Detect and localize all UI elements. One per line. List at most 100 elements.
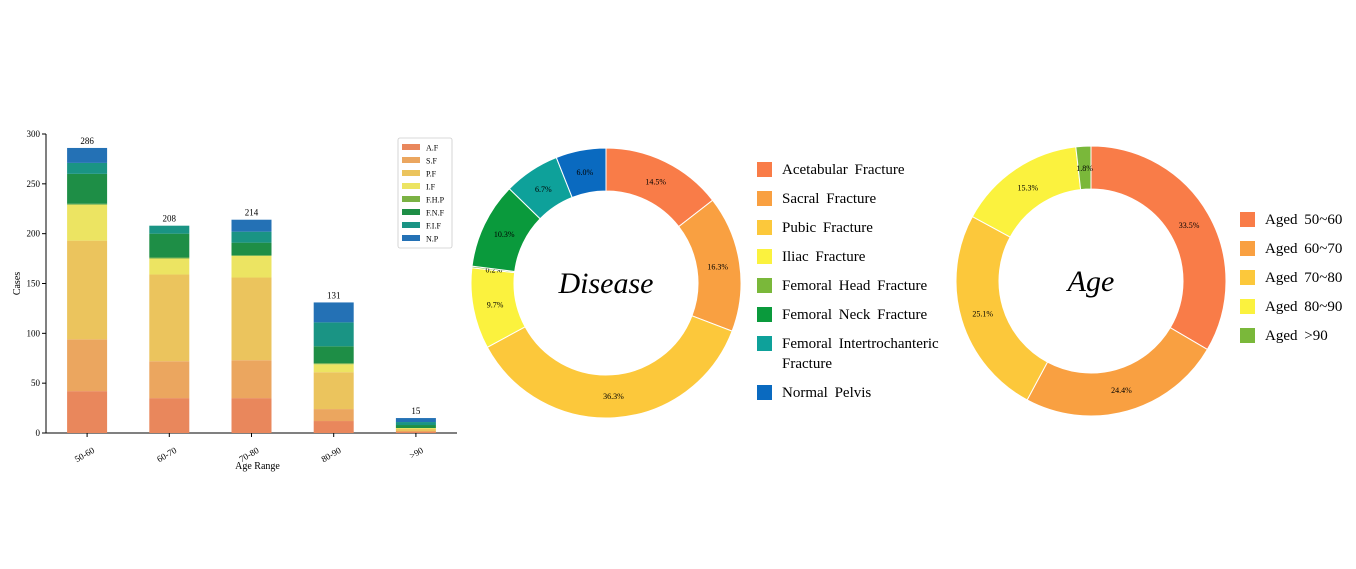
bar-segment — [231, 360, 272, 399]
bar-segment — [395, 429, 436, 432]
bar-legend-swatch — [402, 209, 420, 215]
bar-legend-swatch — [402, 222, 420, 228]
x-axis-title: Age Range — [235, 461, 280, 472]
y-tick-label: 200 — [27, 229, 41, 239]
disease-center-label: Disease — [558, 267, 654, 300]
age-legend-swatch — [1240, 270, 1255, 285]
age-legend-label: Aged 50~60 — [1265, 210, 1342, 230]
disease-legend-label: Femoral Head Fracture — [782, 276, 927, 296]
age-slice — [1026, 326, 1209, 417]
bar-segment — [395, 431, 436, 433]
age-legend-swatch — [1240, 241, 1255, 256]
bar-segment — [395, 432, 436, 433]
disease-legend-item: Normal Pelvis — [757, 383, 871, 403]
age-legend-label: Aged 60~70 — [1265, 239, 1342, 259]
bar-total-label: 208 — [163, 214, 177, 224]
bar-segment — [67, 147, 108, 163]
bar-segment — [149, 233, 190, 258]
bar-segment — [313, 421, 354, 433]
age-slice — [1090, 145, 1227, 351]
age-legend-item: Aged 60~70 — [1240, 239, 1342, 259]
bar-legend-box — [397, 137, 453, 249]
disease-slice-label: 10.3% — [494, 230, 515, 239]
bar-total-label: 131 — [327, 290, 341, 300]
age-slice-label: 33.5% — [1179, 221, 1200, 230]
age-slice-label: 15.3% — [1017, 183, 1038, 192]
disease-slice-label: 36.3% — [603, 392, 624, 401]
bar-segment — [395, 418, 436, 423]
disease-legend-label: Femoral Neck Fracture — [782, 305, 927, 325]
age-legend-label-line: Aged >90 — [1265, 328, 1328, 344]
bar-legend-label: F.N.F — [426, 209, 445, 218]
disease-legend-label-line: Fracture — [782, 356, 832, 372]
bar-segment — [231, 255, 272, 278]
disease-legend-label-line: Femoral Intertrochanteric — [782, 336, 939, 352]
disease-legend-item: Acetabular Fracture — [757, 160, 905, 180]
disease-slice — [555, 147, 607, 199]
disease-legend-label: Acetabular Fracture — [782, 160, 905, 180]
bar-segment — [231, 398, 272, 433]
age-slice-label: 1.8% — [1076, 164, 1093, 173]
bar-segment — [149, 274, 190, 362]
age-slice — [1075, 145, 1092, 191]
disease-legend-swatch — [757, 385, 772, 400]
bar-legend-label: P.F — [426, 170, 437, 179]
bar-legend-swatch — [402, 183, 420, 189]
disease-legend-label-line: Normal Pelvis — [782, 385, 872, 401]
disease-legend-label: Iliac Fracture — [782, 247, 865, 267]
disease-legend-swatch — [757, 336, 772, 351]
bar-segment — [149, 257, 190, 259]
disease-slice-label: 9.7% — [487, 301, 504, 310]
age-legend-label-line: Aged 80~90 — [1265, 299, 1343, 315]
disease-legend-item: Iliac Fracture — [757, 247, 865, 267]
disease-legend-label: Femoral Intertrochanteric Fracture — [782, 334, 939, 374]
bar-total-label: 286 — [80, 136, 94, 146]
age-legend-item: Aged >90 — [1240, 326, 1328, 346]
age-legend-label-line: Aged 60~70 — [1265, 241, 1343, 257]
disease-legend-label-line: Iliac Fracture — [782, 249, 866, 265]
bar-legend-label: A.F — [426, 144, 439, 153]
disease-slice — [486, 315, 733, 419]
bar-segment — [231, 219, 272, 232]
disease-slice-label: 14.5% — [645, 178, 666, 187]
disease-legend-swatch — [757, 278, 772, 293]
bar-segment — [231, 231, 272, 243]
age-legend-item: Aged 80~90 — [1240, 297, 1342, 317]
age-legend-item: Aged 50~60 — [1240, 210, 1342, 230]
bar-segment — [67, 162, 108, 174]
bar-segment — [231, 277, 272, 361]
disease-legend-swatch — [757, 307, 772, 322]
bar-legend-label: S.F — [426, 157, 437, 166]
age-legend-label: Aged >90 — [1265, 326, 1328, 346]
disease-legend-item: Sacral Fracture — [757, 189, 876, 209]
disease-legend-item: Femoral Intertrochanteric Fracture — [757, 334, 939, 374]
disease-legend-item: Femoral Neck Fracture — [757, 305, 927, 325]
age-slice-label: 24.4% — [1111, 386, 1132, 395]
bar-segment — [313, 302, 354, 323]
bar-legend-label: F.H.P — [426, 196, 445, 205]
bar-legend-swatch — [402, 235, 420, 241]
age-legend-swatch — [1240, 212, 1255, 227]
bar-segment — [313, 372, 354, 410]
age-legend-label-line: Aged 50~60 — [1265, 212, 1343, 228]
bar-legend-swatch — [402, 170, 420, 176]
age-slice-label: 25.1% — [972, 309, 993, 318]
disease-slice-label: 16.3% — [707, 262, 728, 271]
disease-legend-swatch — [757, 220, 772, 235]
bar-segment — [67, 173, 108, 204]
y-tick-label: 150 — [27, 279, 41, 289]
disease-legend-item: Pubic Fracture — [757, 218, 873, 238]
disease-legend-label: Normal Pelvis — [782, 383, 871, 403]
bar-segment — [313, 364, 354, 373]
bar-total-label: 15 — [411, 406, 421, 416]
bar-legend-label: F.I.F — [426, 222, 441, 231]
bar-segment — [67, 204, 108, 241]
bar-segment — [231, 242, 272, 256]
bar-legend-swatch — [402, 144, 420, 150]
age-center-label: Age — [1066, 265, 1115, 298]
y-tick-label: 250 — [27, 179, 41, 189]
bar-legend-swatch — [402, 157, 420, 163]
bar-segment — [149, 225, 190, 234]
